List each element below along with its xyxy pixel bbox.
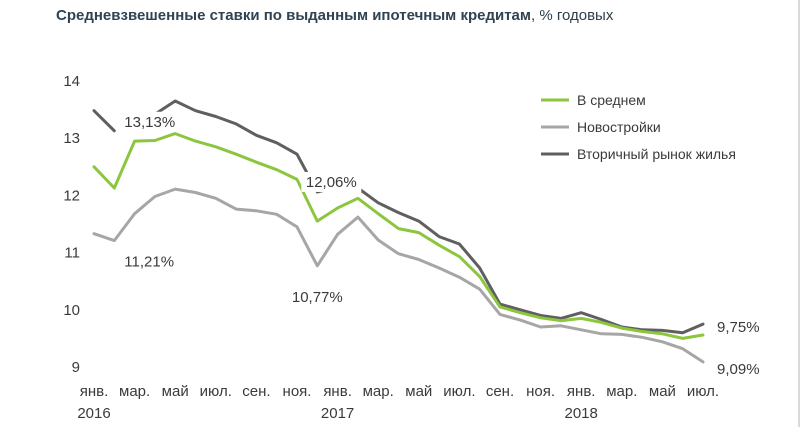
y-tick-label: 9 [72, 359, 80, 376]
x-tick-label: янв. [323, 383, 352, 400]
x-year-label: 2016 [77, 405, 110, 422]
annotation-background [301, 171, 362, 192]
y-tick-label: 14 [63, 73, 80, 90]
x-tick-label: май [405, 383, 432, 400]
series-line [92, 132, 705, 340]
data-label: 10,77% [292, 289, 343, 306]
x-tick-label: мар. [606, 383, 637, 400]
x-tick-label: ноя. [526, 383, 555, 400]
data-label: 13,13% [124, 114, 175, 131]
legend-label: Новостройки [577, 119, 661, 135]
y-tick-label: 13 [63, 130, 80, 147]
x-tick-label: май [649, 383, 676, 400]
x-tick-label: июл. [687, 383, 719, 400]
chart-title: Средневзвешенные ставки по выданным ипот… [56, 7, 613, 24]
right-border [798, 0, 800, 427]
x-tick-label: янв. [80, 383, 109, 400]
x-year-label: 2017 [321, 405, 354, 422]
data-label: 12,06% [306, 174, 357, 191]
x-tick-label: сен. [242, 383, 270, 400]
x-tick-label: ноя. [283, 383, 312, 400]
x-tick-label: июл. [443, 383, 475, 400]
data-label: 9,09% [717, 361, 760, 378]
series-line [92, 109, 116, 133]
chart-title-main: Средневзвешенные ставки по выданным ипот… [56, 7, 531, 24]
legend-label: Вторичный рынок жилья [577, 146, 736, 162]
x-year-label: 2018 [565, 405, 598, 422]
x-tick-label: май [162, 383, 189, 400]
series-line [153, 99, 705, 335]
y-tick-label: 10 [63, 302, 80, 319]
y-tick-label: 12 [63, 187, 80, 204]
legend-label: В среднем [577, 92, 646, 108]
annotation-background [122, 111, 183, 132]
chart-title-unit: , % годовых [530, 7, 614, 24]
series-line [92, 187, 705, 364]
x-tick-label: мар. [363, 383, 394, 400]
x-tick-label: июл. [200, 383, 232, 400]
x-tick-label: янв. [567, 383, 596, 400]
x-tick-label: мар. [119, 383, 150, 400]
x-tick-label: сен. [486, 383, 514, 400]
y-tick-label: 11 [64, 245, 80, 262]
data-label: 11,21% [124, 254, 174, 271]
data-label: 9,75% [717, 319, 760, 336]
